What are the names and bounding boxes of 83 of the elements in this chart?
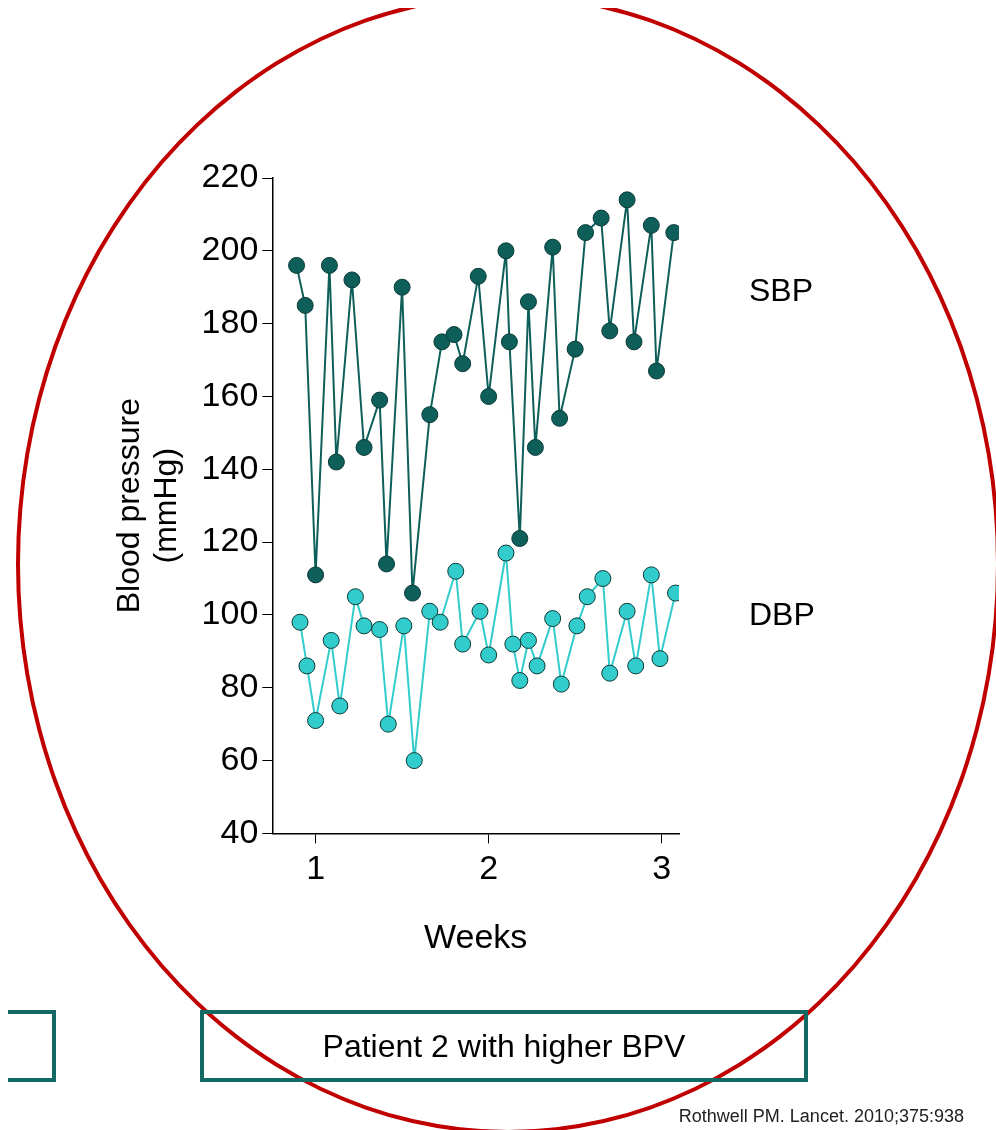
point bbox=[480, 387, 498, 405]
point bbox=[651, 650, 669, 668]
point bbox=[291, 613, 309, 631]
point bbox=[566, 340, 584, 358]
point bbox=[601, 664, 619, 682]
point bbox=[544, 238, 562, 256]
point bbox=[511, 529, 529, 547]
point bbox=[552, 675, 570, 693]
point bbox=[421, 406, 439, 424]
point bbox=[544, 610, 562, 628]
y-tick-label: 200 bbox=[201, 229, 259, 268]
point bbox=[497, 544, 515, 562]
point bbox=[393, 278, 411, 296]
text: SBP bbox=[749, 272, 814, 309]
point bbox=[433, 333, 451, 351]
y-tick-label: 40 bbox=[220, 811, 259, 850]
point bbox=[445, 326, 463, 344]
y-tick-label: 60 bbox=[220, 738, 259, 777]
point bbox=[592, 209, 610, 227]
y-tick-label: 220 bbox=[201, 156, 259, 195]
point bbox=[346, 588, 364, 606]
point bbox=[618, 602, 636, 620]
point bbox=[504, 635, 522, 653]
x-axis-title: Weeks bbox=[424, 916, 528, 955]
point bbox=[307, 566, 325, 584]
point bbox=[497, 242, 515, 260]
y-tick-label: 180 bbox=[201, 302, 259, 341]
point bbox=[343, 271, 361, 289]
point bbox=[320, 256, 338, 274]
point bbox=[519, 293, 537, 311]
y-tick-label: 80 bbox=[220, 666, 259, 705]
point bbox=[511, 671, 529, 689]
point bbox=[480, 646, 498, 664]
point bbox=[594, 570, 612, 588]
point bbox=[378, 555, 396, 573]
point bbox=[648, 362, 665, 380]
point bbox=[601, 322, 619, 340]
point bbox=[519, 631, 537, 649]
point bbox=[331, 697, 349, 715]
point bbox=[355, 438, 373, 456]
point bbox=[288, 256, 306, 274]
point bbox=[405, 752, 423, 770]
point bbox=[355, 617, 373, 635]
x-tick-label: 3 bbox=[652, 848, 672, 887]
y-axis-title: Blood pressure (mmHg) bbox=[110, 398, 184, 614]
text: Patient 2 with higher BPV bbox=[322, 1027, 686, 1065]
point bbox=[307, 712, 325, 730]
point bbox=[454, 355, 472, 373]
point bbox=[421, 602, 439, 620]
text: DBP bbox=[749, 596, 815, 633]
point bbox=[454, 635, 472, 653]
point bbox=[526, 438, 544, 456]
x-tick-label: 1 bbox=[306, 848, 326, 887]
y-tick-label: 160 bbox=[201, 374, 259, 413]
point bbox=[642, 216, 660, 234]
y-tick-label: 100 bbox=[201, 593, 259, 632]
point bbox=[431, 613, 449, 631]
point bbox=[404, 584, 421, 602]
point bbox=[371, 391, 389, 409]
x-tick-label: 2 bbox=[479, 848, 499, 887]
y-tick-label: 140 bbox=[201, 447, 259, 486]
point bbox=[298, 657, 316, 675]
point bbox=[379, 715, 397, 733]
point bbox=[447, 562, 465, 580]
point bbox=[471, 602, 489, 620]
point bbox=[568, 617, 586, 635]
point bbox=[500, 333, 518, 351]
point bbox=[395, 617, 413, 635]
point bbox=[578, 588, 596, 606]
point bbox=[327, 453, 345, 471]
point bbox=[642, 566, 660, 584]
point bbox=[322, 631, 340, 649]
point bbox=[551, 409, 569, 427]
point bbox=[627, 657, 645, 675]
point bbox=[296, 296, 314, 314]
point bbox=[528, 657, 546, 675]
point bbox=[371, 621, 389, 638]
point bbox=[469, 267, 487, 285]
point bbox=[625, 333, 643, 351]
point bbox=[577, 224, 595, 242]
y-tick-label: 120 bbox=[201, 520, 259, 559]
point bbox=[618, 191, 636, 209]
text: Rothwell PM. Lancet. 2010;375:938 bbox=[678, 1106, 964, 1126]
